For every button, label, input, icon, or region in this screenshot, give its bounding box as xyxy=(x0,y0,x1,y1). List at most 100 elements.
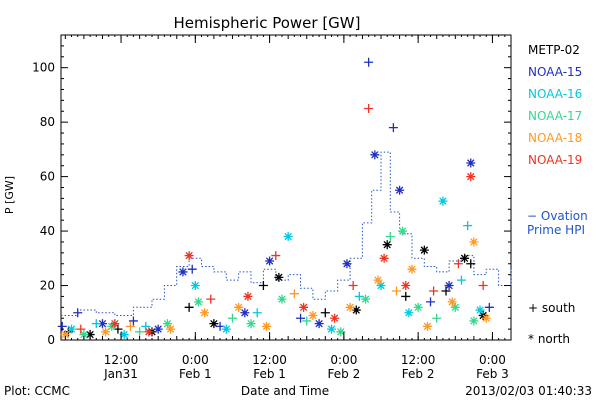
point-noaa-16-4 xyxy=(190,281,200,291)
point-metp-02-11 xyxy=(401,291,411,301)
point-noaa-18-13 xyxy=(422,321,432,331)
point-noaa-18-4 xyxy=(200,308,210,318)
x-tick-label-time-3: 0:00 xyxy=(330,353,357,367)
point-metp-02-7 xyxy=(274,272,284,282)
point-noaa-15-2 xyxy=(97,319,107,329)
x-axis-label: Date and Time xyxy=(241,384,329,398)
x-tick-label-date-1: Feb 1 xyxy=(179,367,212,381)
x-tick-label-time-5: 0:00 xyxy=(479,353,506,367)
point-noaa-19-11 xyxy=(379,253,389,263)
point-noaa-15-10 xyxy=(296,313,306,323)
point-noaa-16-15 xyxy=(475,305,485,315)
point-noaa-17-6 xyxy=(246,319,256,329)
x-tick-label-time-0: 12:00 xyxy=(104,353,139,367)
point-noaa-19-3 xyxy=(184,251,194,261)
point-noaa-16-14 xyxy=(463,221,473,231)
point-noaa-18-9 xyxy=(345,302,355,312)
point-noaa-16-13 xyxy=(456,275,466,285)
x-tick-label-date-3: Feb 2 xyxy=(328,367,361,381)
point-noaa-17-4 xyxy=(193,297,203,307)
point-noaa-19-13 xyxy=(429,286,439,296)
point-noaa-17-10 xyxy=(361,294,371,304)
x-tick-label-time-4: 12:00 xyxy=(401,353,436,367)
point-noaa-19-0 xyxy=(76,324,86,334)
point-noaa-19-10 xyxy=(364,104,374,114)
point-noaa-16-12 xyxy=(438,196,448,206)
point-noaa-16-2 xyxy=(119,330,129,340)
point-noaa-18-5 xyxy=(234,302,244,312)
south-marker-legend: + south xyxy=(528,301,575,315)
point-noaa-18-0 xyxy=(60,330,70,340)
legend-noaa-17: NOAA-17 xyxy=(528,109,582,123)
point-noaa-16-6 xyxy=(252,308,262,318)
point-noaa-19-7 xyxy=(299,302,309,312)
point-noaa-19-1 xyxy=(110,319,120,329)
point-noaa-18-2 xyxy=(125,321,135,331)
point-metp-02-4 xyxy=(184,302,194,312)
point-noaa-19-2 xyxy=(144,327,154,337)
point-noaa-15-13 xyxy=(364,57,374,67)
point-noaa-15-1 xyxy=(73,308,83,318)
point-noaa-15-16 xyxy=(395,185,405,195)
x-tick-label-time-1: 0:00 xyxy=(182,353,209,367)
y-axis-label: P [GW] xyxy=(3,176,16,214)
point-noaa-17-7 xyxy=(277,294,287,304)
point-noaa-19-6 xyxy=(271,251,281,261)
point-noaa-17-5 xyxy=(227,313,237,323)
point-noaa-18-16 xyxy=(481,313,491,323)
footer-plot-credit: Plot: CCMC xyxy=(4,384,70,398)
point-noaa-15-19 xyxy=(466,158,476,168)
point-noaa-19-14 xyxy=(453,259,463,269)
point-noaa-18-7 xyxy=(289,289,299,299)
chart-title: Hemispheric Power [GW] xyxy=(174,14,361,32)
point-noaa-18-8 xyxy=(308,310,318,320)
point-noaa-19-8 xyxy=(330,313,340,323)
x-tick-label-date-4: Feb 2 xyxy=(402,367,435,381)
point-noaa-19-5 xyxy=(243,291,253,301)
point-noaa-18-12 xyxy=(407,264,417,274)
point-noaa-15-4 xyxy=(153,324,163,334)
point-noaa-15-3 xyxy=(128,316,138,326)
point-noaa-17-12 xyxy=(398,226,408,236)
point-noaa-17-9 xyxy=(336,327,346,337)
point-noaa-15-6 xyxy=(187,264,197,274)
point-noaa-15-15 xyxy=(388,123,398,133)
point-noaa-15-20 xyxy=(484,302,494,312)
x-tick-label-date-5: Feb 3 xyxy=(476,367,509,381)
point-metp-02-15 xyxy=(466,259,476,269)
point-noaa-18-3 xyxy=(166,324,176,334)
point-metp-02-12 xyxy=(419,245,429,255)
x-tick-label-time-2: 12:00 xyxy=(252,353,287,367)
point-noaa-16-0 xyxy=(67,324,77,334)
point-metp-02-5 xyxy=(209,319,219,329)
north-marker-legend: * north xyxy=(528,332,570,346)
point-noaa-17-13 xyxy=(413,302,423,312)
legend-noaa-16: NOAA-16 xyxy=(528,87,582,101)
point-noaa-16-11 xyxy=(404,308,414,318)
point-noaa-18-1 xyxy=(101,327,111,337)
point-noaa-15-12 xyxy=(342,259,352,269)
point-noaa-19-16 xyxy=(478,281,488,291)
point-noaa-17-14 xyxy=(432,313,442,323)
point-metp-02-9 xyxy=(351,305,361,315)
x-tick-label-date-2: Feb 1 xyxy=(253,367,286,381)
point-noaa-16-8 xyxy=(326,324,336,334)
y-tick-label-60: 60 xyxy=(40,170,55,184)
legend-metp-02: METP-02 xyxy=(528,43,580,57)
y-tick-label-100: 100 xyxy=(32,61,55,75)
legend-noaa-15: NOAA-15 xyxy=(528,65,582,79)
point-metp-02-6 xyxy=(258,281,268,291)
point-noaa-18-10 xyxy=(373,275,383,285)
point-noaa-15-5 xyxy=(178,267,188,277)
point-noaa-15-9 xyxy=(265,256,275,266)
point-noaa-17-8 xyxy=(302,316,312,326)
point-noaa-16-1 xyxy=(91,319,101,329)
point-metp-02-8 xyxy=(320,308,330,318)
ovation-label-line2: Prime HPI xyxy=(527,223,585,237)
point-noaa-15-18 xyxy=(444,281,454,291)
point-noaa-18-14 xyxy=(447,297,457,307)
point-noaa-16-7 xyxy=(283,232,293,242)
legend-noaa-18: NOAA-18 xyxy=(528,131,582,145)
y-tick-label-0: 0 xyxy=(47,333,55,347)
